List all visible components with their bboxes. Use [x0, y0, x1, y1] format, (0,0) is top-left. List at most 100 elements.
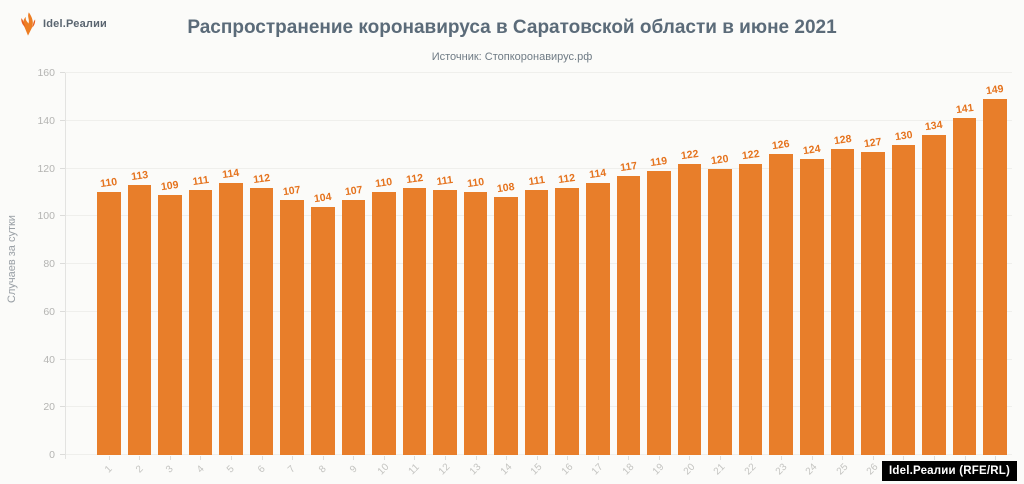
bar-slot: 122 22 [738, 73, 763, 477]
gridline [65, 72, 1012, 73]
x-tick-mark [108, 456, 110, 460]
bar [769, 154, 793, 455]
x-tick-mark [750, 456, 752, 460]
y-tick-label: 60 [43, 305, 55, 318]
x-tick-mark [933, 456, 935, 460]
bar-slot: 124 24 [799, 73, 824, 477]
y-tick-mark [60, 167, 65, 169]
bar-slot: 112 6 [249, 73, 274, 475]
bar-value-label: 114 [221, 166, 241, 181]
y-tick-mark [60, 263, 65, 264]
bar-value-label: 107 [282, 183, 302, 198]
x-tick-mark [811, 456, 813, 460]
x-tick-mark [536, 456, 538, 460]
bar-value-label: 104 [313, 190, 333, 205]
x-tick-label: 25 [834, 461, 851, 478]
bar-slot: 111 12 [433, 73, 457, 477]
x-tick-label: 5 [225, 463, 237, 476]
x-tick-mark [231, 456, 233, 460]
bar-slot: 109 3 [158, 73, 182, 475]
x-tick-label: 24 [803, 461, 820, 478]
bar-value-label: 122 [741, 147, 761, 162]
logo: Idel.Реалии [18, 11, 107, 37]
bar-slot: 104 8 [310, 73, 335, 475]
x-tick-mark [567, 456, 569, 460]
x-tick-mark [139, 456, 141, 460]
y-tick-label: 100 [37, 210, 55, 223]
x-tick-label: 15 [528, 461, 545, 478]
bar [280, 199, 304, 455]
bar-value-label: 117 [619, 159, 638, 174]
bar [188, 190, 213, 455]
bar-value-label: 141 [955, 102, 975, 117]
x-tick-label: 22 [742, 461, 759, 478]
y-tick-label: 120 [37, 162, 55, 175]
bar-value-label: 122 [679, 147, 699, 162]
bar-slot: 126 23 [769, 73, 793, 477]
x-tick-mark [995, 456, 997, 460]
bar [647, 170, 671, 455]
x-tick-label: 9 [347, 463, 360, 476]
x-tick-mark [964, 456, 966, 460]
x-tick-label: 12 [437, 461, 453, 478]
bar-slot: 111 15 [524, 73, 549, 477]
gridline [65, 167, 1012, 169]
bar-value-label: 108 [496, 180, 516, 196]
y-tick-mark [60, 310, 65, 312]
y-tick-label: 140 [37, 114, 55, 127]
x-tick-mark [506, 456, 508, 460]
bar-value-label: 126 [771, 138, 791, 153]
bar-slot: 13428 [922, 73, 946, 477]
bar-value-label: 127 [863, 135, 883, 150]
watermark-badge: Idel.Реалии (RFE/RL) [881, 461, 1017, 481]
y-tick-mark [60, 72, 65, 73]
bar-value-label: 120 [710, 152, 730, 167]
x-tick-mark [261, 456, 263, 460]
bar-value-label: 134 [924, 118, 944, 134]
bar [922, 135, 946, 455]
bar-slot: 127 26 [861, 73, 885, 477]
bar-value-label: 107 [343, 183, 363, 198]
bar-value-label: 110 [374, 176, 394, 191]
bar [494, 197, 518, 455]
bar [524, 190, 549, 455]
x-tick-mark [720, 456, 722, 460]
y-tick-mark [60, 406, 65, 408]
bar [158, 194, 182, 455]
bar-slot: 110 10 [372, 73, 396, 477]
y-axis-tick-labels: 0 20 40 60 80 100 120 140 160 [0, 67, 58, 461]
x-tick-label: 19 [651, 461, 667, 478]
x-tick-mark [475, 456, 477, 460]
bar-slot: 112 16 [555, 73, 579, 477]
bar-slot: 107 7 [280, 73, 304, 475]
bar-value-label: 111 [191, 173, 210, 189]
bar [433, 190, 457, 455]
bar-value-label: 110 [99, 176, 119, 191]
y-tick-mark [60, 358, 65, 360]
bar-slot: 128 25 [830, 73, 855, 477]
x-tick-label: 23 [773, 461, 789, 478]
bar [586, 182, 610, 455]
bar [983, 99, 1007, 455]
bar [861, 151, 885, 455]
bar-slot: 113 2 [127, 73, 152, 475]
x-tick-mark [414, 456, 416, 460]
y-tick-mark [60, 454, 65, 455]
bar-slot: 107 9 [341, 73, 366, 475]
x-tick-label: 8 [316, 463, 329, 476]
x-tick-label: 21 [712, 461, 728, 478]
x-tick-label: 7 [286, 463, 299, 476]
bar-value-label: 109 [160, 178, 180, 193]
bar-slot: 110 1 [97, 73, 121, 475]
x-tick-label: 3 [164, 463, 176, 476]
x-tick-label: 16 [559, 461, 576, 478]
bar-slot: 108 14 [494, 73, 518, 477]
x-tick-mark [322, 456, 324, 460]
x-tick-mark [872, 456, 874, 460]
bar [310, 206, 335, 455]
chart-title: Распространение коронавируса в Саратовск… [187, 17, 837, 38]
bar-slot: 110 13 [463, 73, 488, 477]
x-tick-mark [292, 456, 294, 460]
x-tick-mark [383, 456, 385, 460]
